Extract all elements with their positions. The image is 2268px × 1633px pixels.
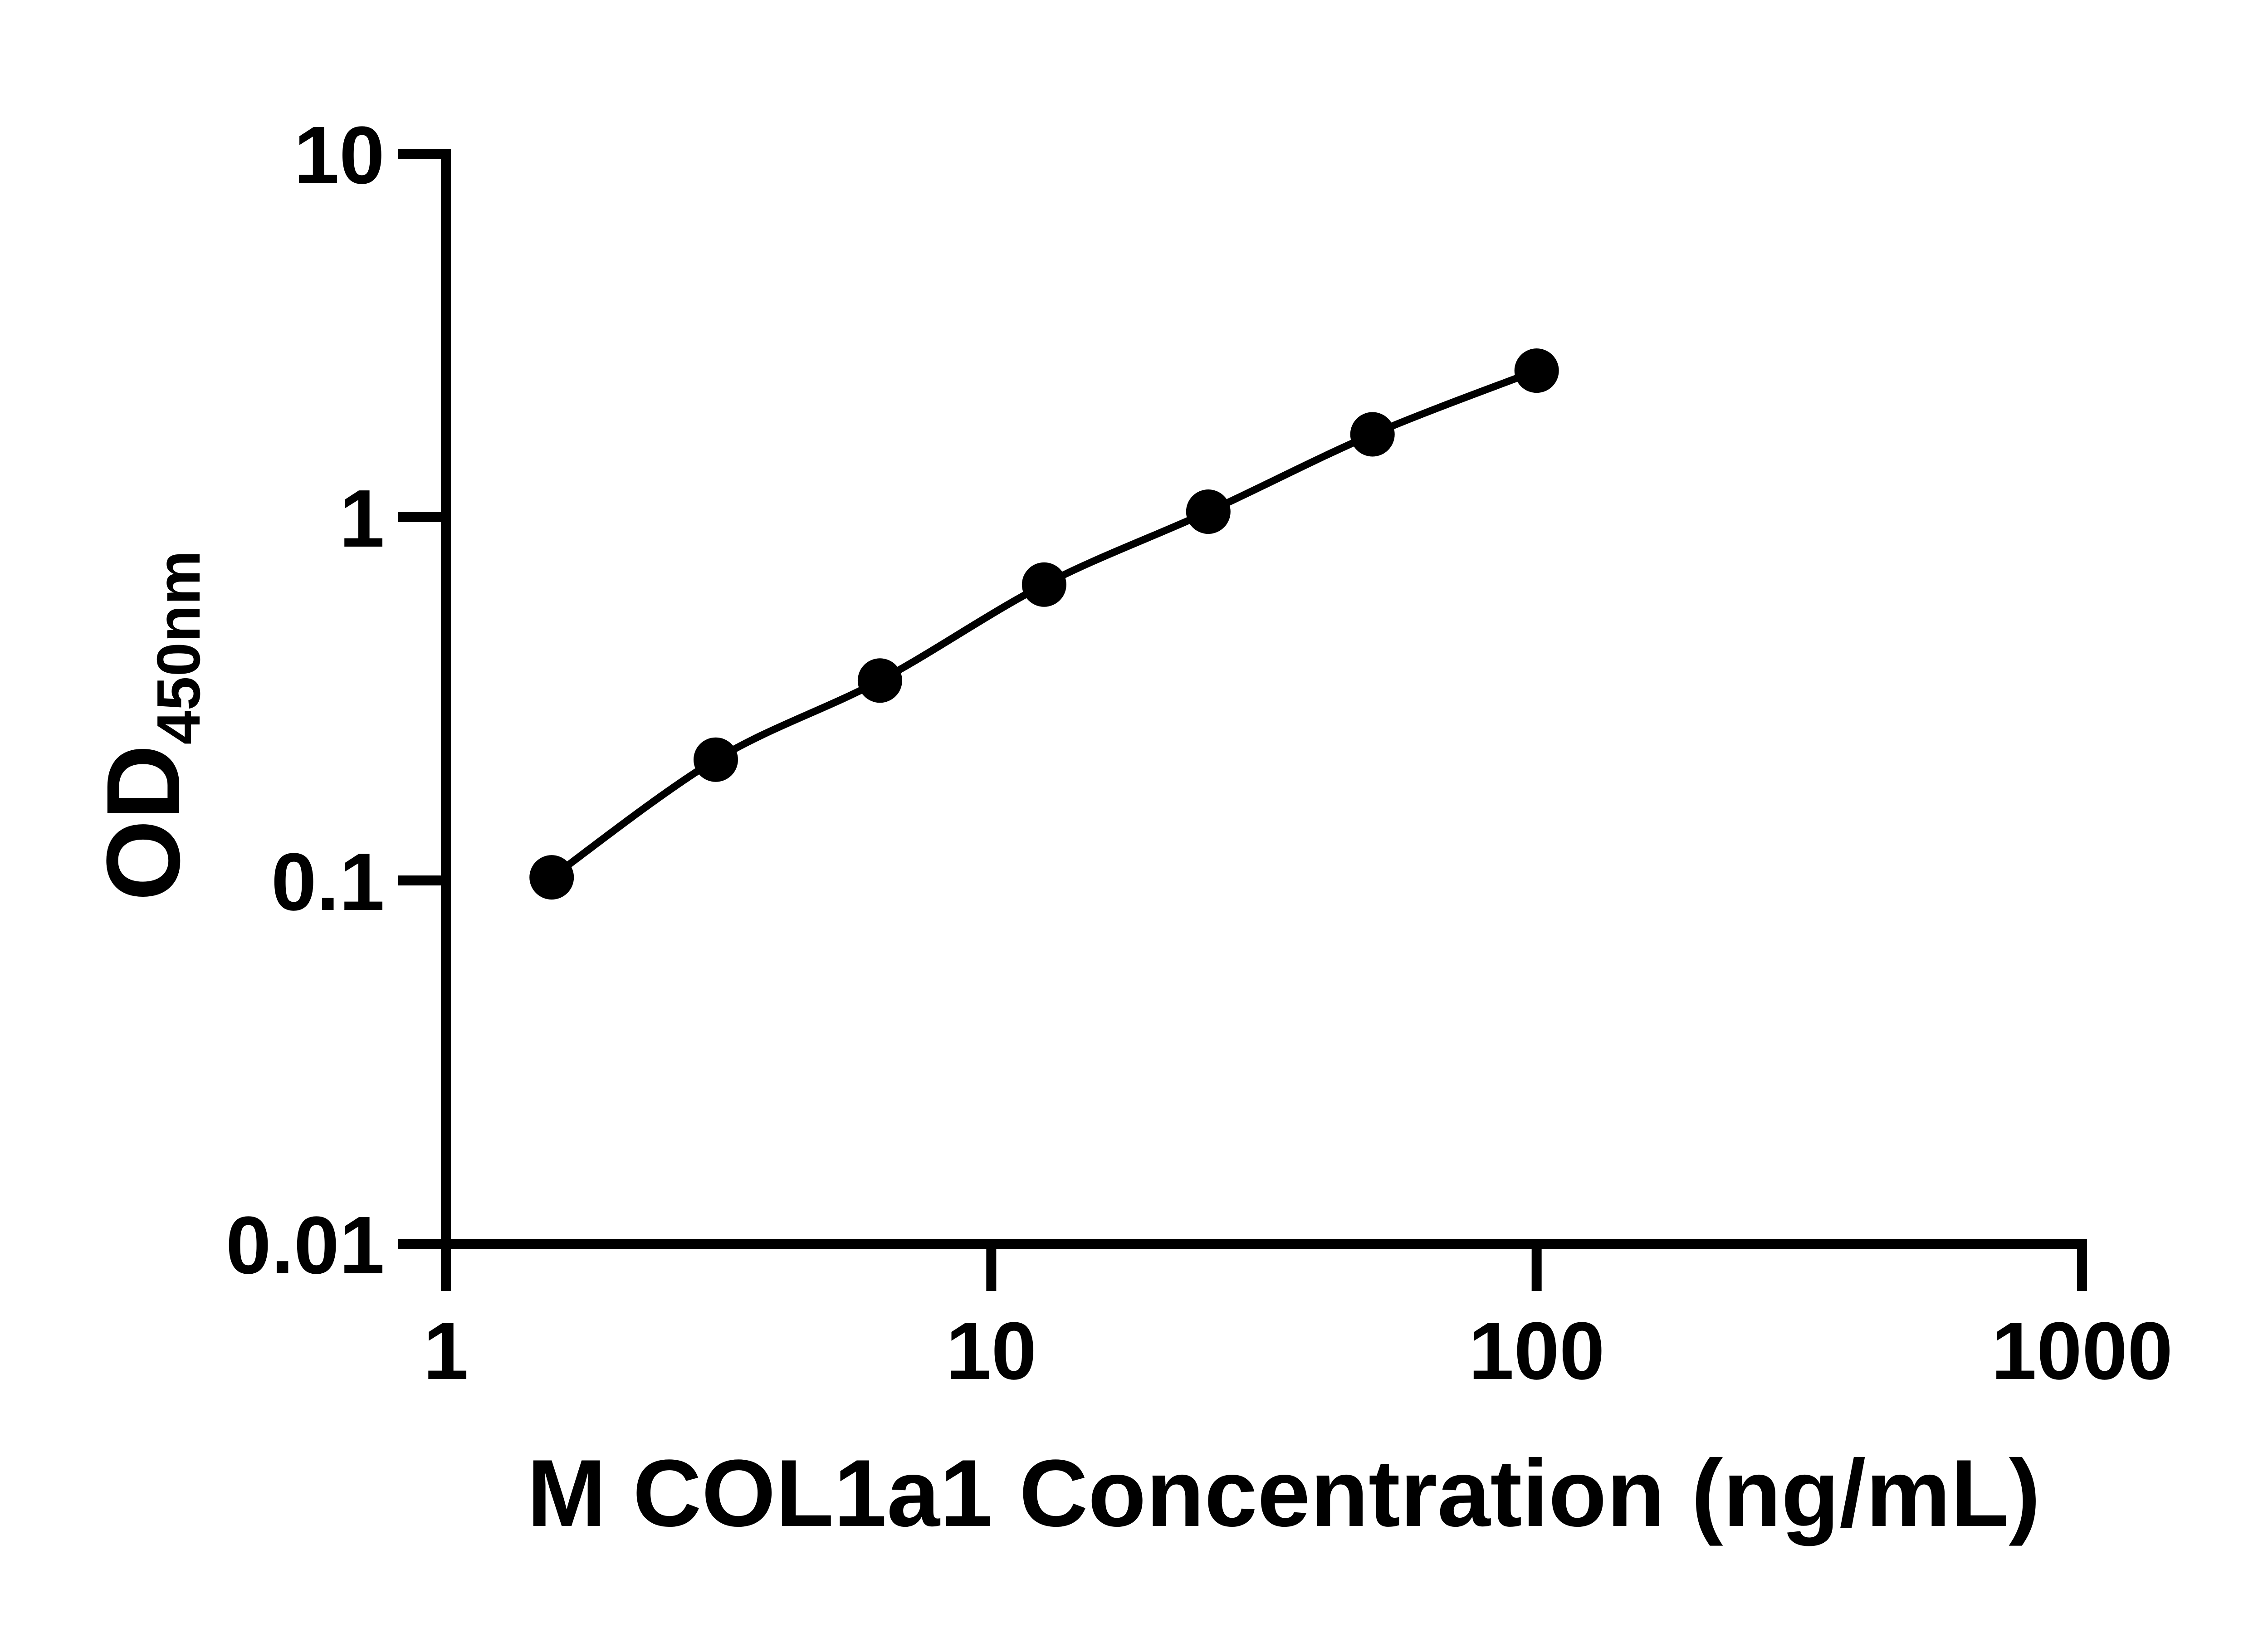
data-point <box>1022 562 1066 607</box>
y-axis-tick-labels: 10 1 0.1 0.01 <box>226 110 385 1291</box>
x-axis-title: M COL1a1 Concentration (ng/mL) <box>527 1440 2041 1546</box>
y-tick-label: 10 <box>294 110 385 201</box>
axis-frame <box>441 154 2082 1249</box>
y-tick-label: 0.01 <box>226 1200 385 1291</box>
data-point <box>857 658 902 703</box>
data-point <box>1350 412 1395 457</box>
axes <box>398 149 2087 1291</box>
data-point <box>1514 348 1559 393</box>
y-axis-title: OD450nm <box>85 551 213 901</box>
x-axis-tick-labels: 1 10 100 1000 <box>423 1305 2173 1397</box>
x-tick-label: 10 <box>946 1305 1036 1397</box>
y-axis-title-main: OD <box>85 744 201 901</box>
data-point <box>1186 489 1231 534</box>
data-point <box>529 855 574 900</box>
x-tick-label: 1000 <box>1991 1305 2173 1397</box>
y-tick-label: 0.1 <box>271 836 385 928</box>
x-tick-label: 100 <box>1469 1305 1605 1397</box>
x-axis-ticks <box>441 1239 2087 1291</box>
y-axis-title-sub: 450nm <box>144 551 213 745</box>
x-tick-label: 1 <box>423 1305 469 1397</box>
y-tick-label: 1 <box>339 473 385 564</box>
data-points <box>529 348 1559 900</box>
data-point <box>693 737 738 782</box>
